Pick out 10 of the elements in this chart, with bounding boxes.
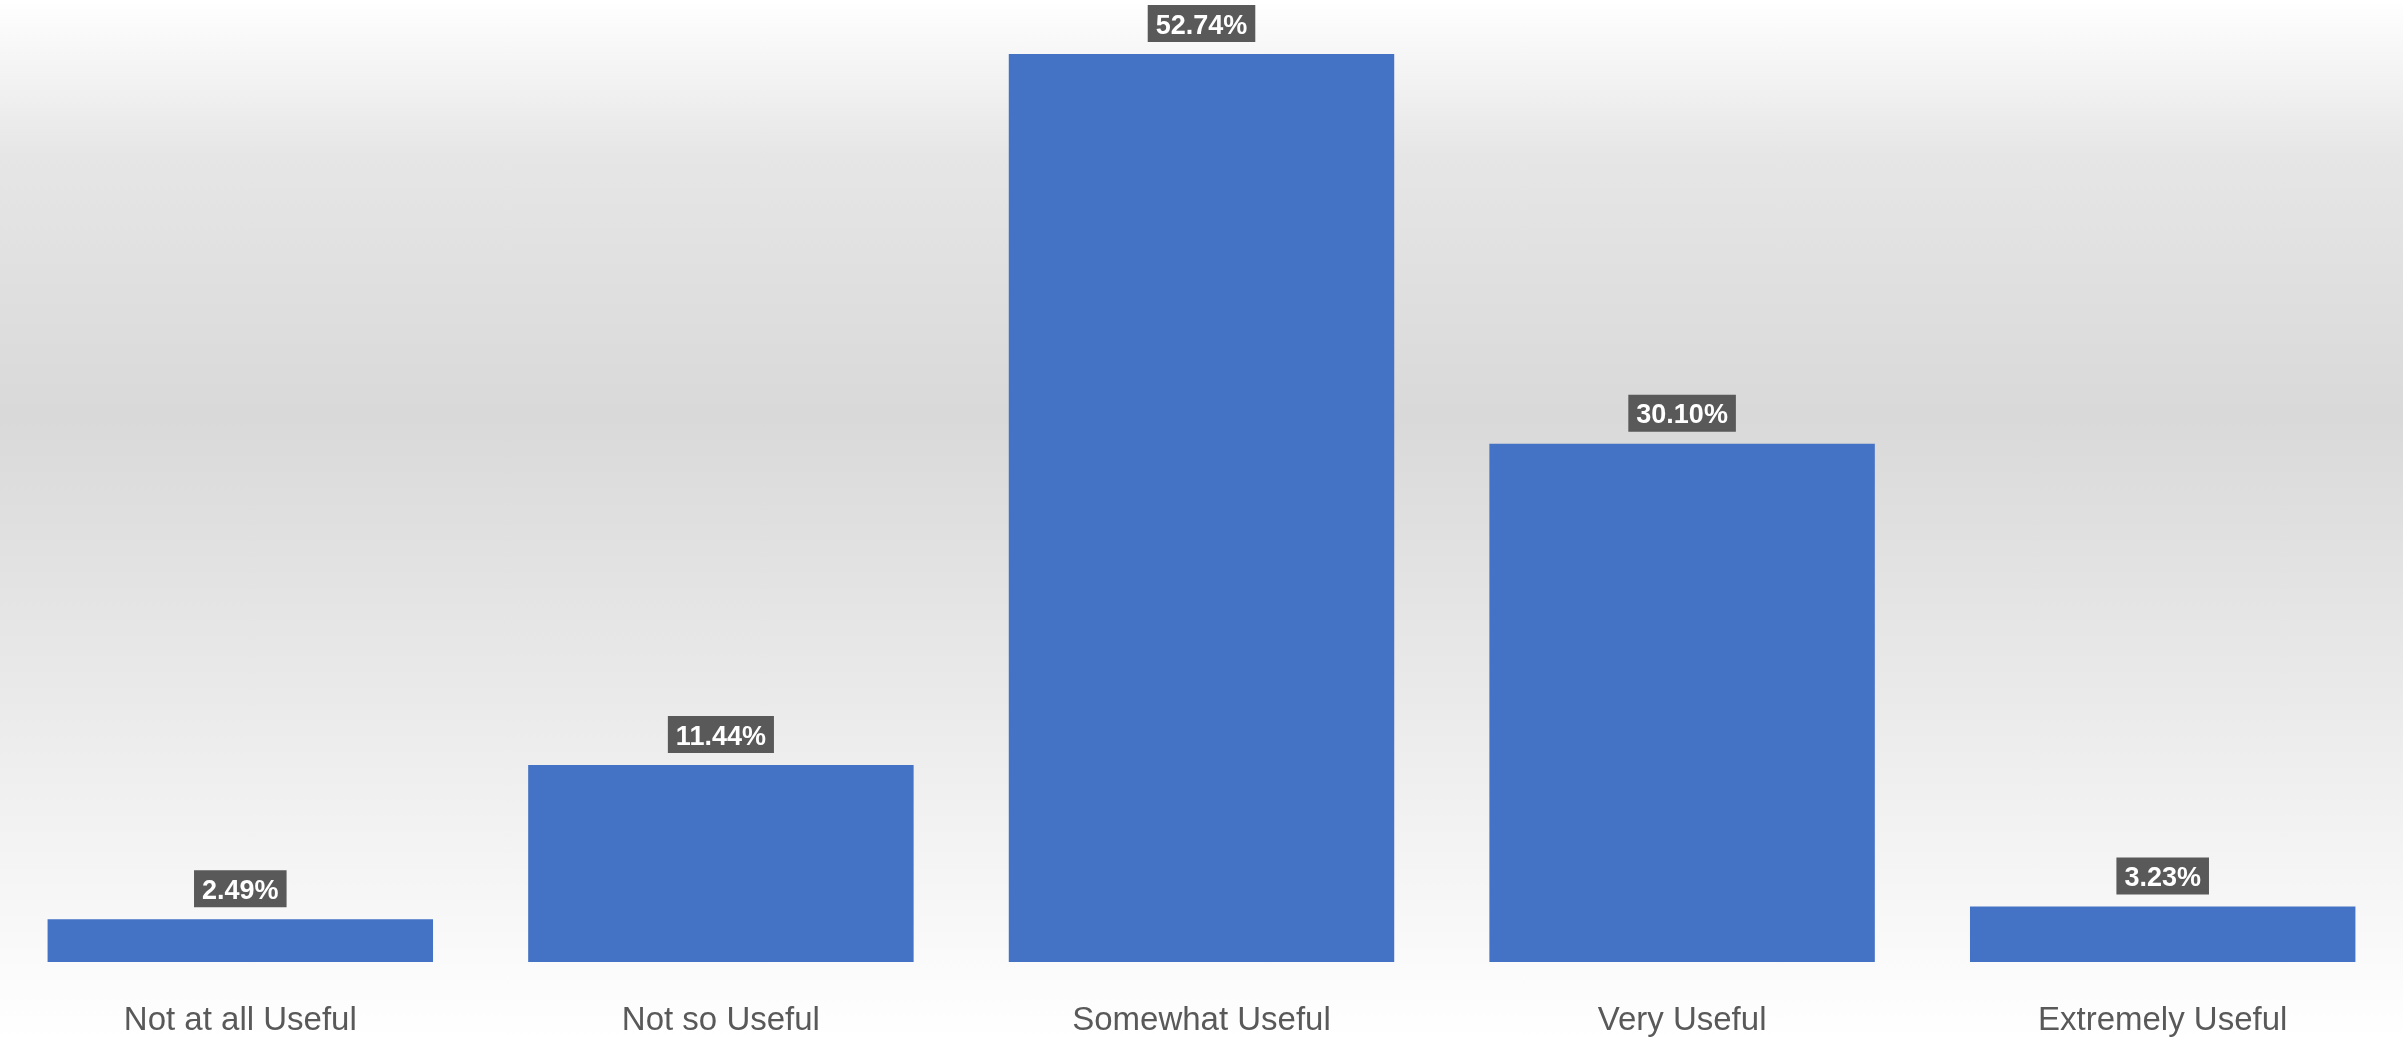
x-tick-label: Somewhat Useful (1072, 1000, 1331, 1037)
x-tick-label: Extremely Useful (2038, 1000, 2288, 1037)
x-tick-label: Not so Useful (621, 1000, 820, 1037)
x-tick-label: Very Useful (1597, 1000, 1767, 1037)
data-label: 2.49% (202, 874, 279, 905)
data-label: 30.10% (1636, 399, 1728, 430)
data-label: 11.44% (675, 720, 766, 751)
data-label: 3.23% (2124, 861, 2201, 892)
data-label: 52.74% (1155, 9, 1248, 40)
x-tick-label: Not at all Useful (123, 1000, 357, 1037)
